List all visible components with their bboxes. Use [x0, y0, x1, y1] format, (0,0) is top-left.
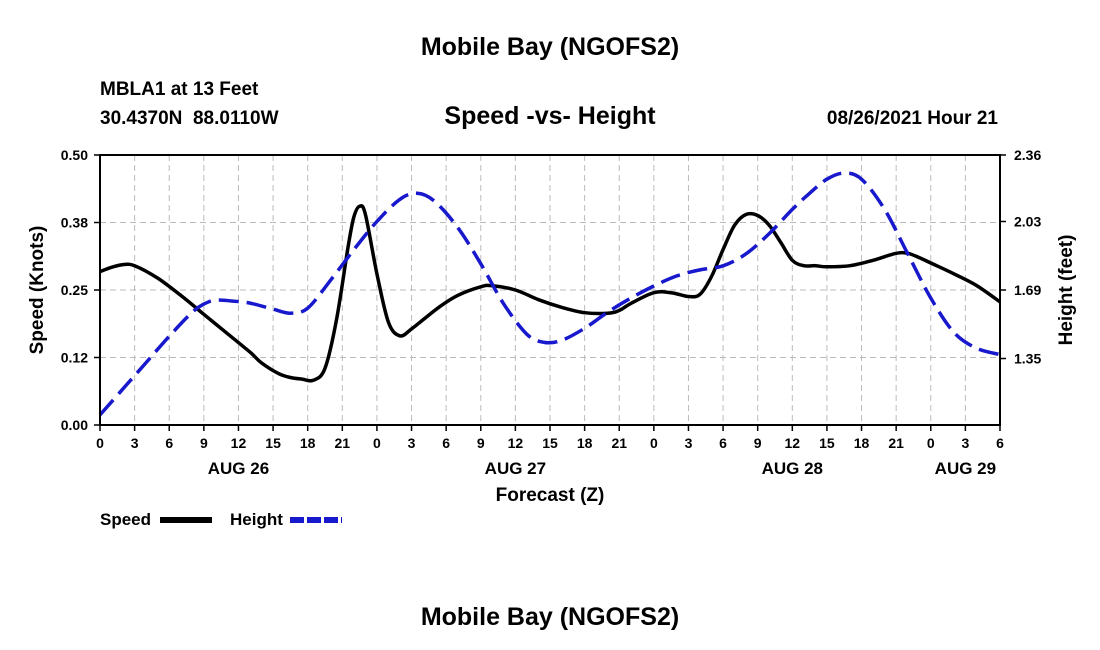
x-tick-label: 6 — [442, 435, 450, 451]
x-tick-label: 21 — [888, 435, 904, 451]
right-axis-title: Height (feet) — [1056, 235, 1077, 346]
right-y-tick-label: 1.35 — [1014, 351, 1041, 367]
x-tick-label: 9 — [200, 435, 208, 451]
left-y-tick-label: 0.38 — [61, 215, 88, 231]
grid-lines — [100, 155, 1000, 425]
x-tick-label: 3 — [961, 435, 969, 451]
legend-speed-label: Speed — [100, 510, 151, 529]
x-tick-label: 21 — [611, 435, 627, 451]
x-tick-label: 0 — [927, 435, 935, 451]
chart-title: Speed -vs- Height — [444, 102, 656, 130]
x-tick-label: 18 — [300, 435, 316, 451]
legend-height-label: Height — [230, 510, 283, 529]
x-date-label: AUG 27 — [485, 459, 546, 478]
x-tick-label: 15 — [819, 435, 835, 451]
x-tick-label: 21 — [335, 435, 351, 451]
station-coords: 30.4370N 88.0110W — [100, 108, 279, 129]
legend: Speed Height — [100, 510, 342, 529]
x-tick-label: 12 — [231, 435, 247, 451]
x-tick-label: 6 — [719, 435, 727, 451]
x-axis-title: Forecast (Z) — [496, 485, 605, 506]
left-y-tick-label: 0.25 — [61, 282, 88, 298]
left-y-tick-label: 0.50 — [61, 147, 88, 163]
x-date-label: AUG 29 — [935, 459, 996, 478]
x-tick-label: 18 — [577, 435, 593, 451]
right-y-tick-label: 2.03 — [1014, 213, 1041, 229]
x-tick-label: 3 — [685, 435, 693, 451]
x-tick-label: 6 — [996, 435, 1004, 451]
right-y-tick-label: 2.36 — [1014, 147, 1041, 163]
page-title-top: Mobile Bay (NGOFS2) — [421, 33, 679, 61]
x-tick-label: 0 — [650, 435, 658, 451]
left-y-tick-label: 0.00 — [61, 417, 88, 433]
x-tick-label: 6 — [165, 435, 173, 451]
page-title-bottom: Mobile Bay (NGOFS2) — [421, 603, 679, 631]
forecast-date: 08/26/2021 Hour 21 — [827, 108, 999, 129]
axes-layer: 0 3 6 9 12 15 18 21 0 3 6 9 12 15 18 21 0 3 6 9 12 15 18 21 0 3 6A… — [61, 147, 1042, 478]
x-date-label: AUG 26 — [208, 459, 269, 478]
series-line-speed — [99, 203, 1002, 383]
series-layer — [98, 171, 1002, 417]
x-tick-label: 15 — [265, 435, 281, 451]
x-tick-label: 15 — [542, 435, 558, 451]
x-tick-label: 0 — [373, 435, 381, 451]
left-axis-title: Speed (Knots) — [27, 226, 48, 355]
x-tick-label: 9 — [754, 435, 762, 451]
series-line-height — [98, 171, 1001, 417]
x-tick-label: 0 — [96, 435, 104, 451]
station-name: MBLA1 at 13 Feet — [100, 79, 259, 100]
x-tick-label: 3 — [408, 435, 416, 451]
left-y-tick-label: 0.12 — [61, 350, 88, 366]
right-y-tick-label: 1.69 — [1014, 282, 1041, 298]
x-tick-label: 12 — [785, 435, 801, 451]
x-tick-label: 3 — [131, 435, 139, 451]
x-tick-label: 9 — [477, 435, 485, 451]
x-tick-label: 12 — [508, 435, 524, 451]
x-tick-label: 18 — [854, 435, 870, 451]
x-date-label: AUG 28 — [762, 459, 823, 478]
